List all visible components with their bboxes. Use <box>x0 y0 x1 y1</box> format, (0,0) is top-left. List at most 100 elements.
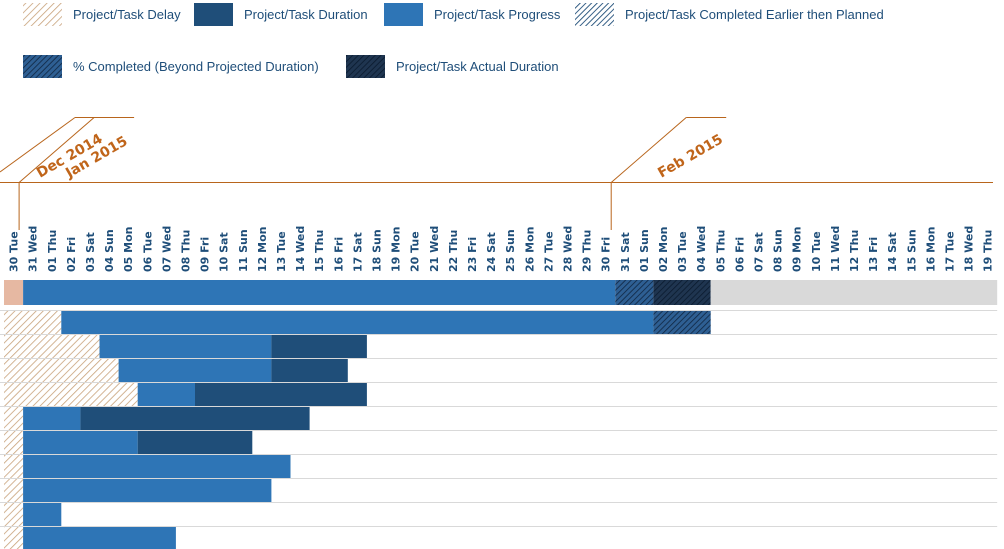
legend: Project/Task Delay Project/Task Duration P… <box>23 3 884 78</box>
day-tick-label: 09 Fri <box>199 237 212 272</box>
day-tick-label: 08 Sun <box>772 229 785 272</box>
day-tick-label: 16 Fri <box>332 237 345 272</box>
summary-bar-progress <box>23 280 616 305</box>
day-tick-label: 06 Fri <box>733 237 746 272</box>
day-tick-label: 11 Sun <box>237 229 250 272</box>
task-bar-delay <box>4 527 24 549</box>
summary-bar-remaining <box>710 280 998 305</box>
day-tick-label: 19 Thu <box>982 230 995 272</box>
day-tick-label: 16 Mon <box>924 227 937 272</box>
task-bar-duration <box>195 383 367 406</box>
day-tick-label: 10 Sat <box>218 232 231 272</box>
day-tick-label: 06 Tue <box>141 231 154 272</box>
day-tick-label: 07 Sat <box>752 232 765 272</box>
day-tick-label: 23 Fri <box>466 237 479 272</box>
task-bar-duration <box>271 335 367 358</box>
legend-label-earlier: Project/Task Completed Earlier then Plan… <box>625 7 884 22</box>
task-bar-progress <box>99 335 272 358</box>
task-bar-delay <box>4 311 62 334</box>
task-bar-progress <box>23 527 176 549</box>
task-bar-progress <box>23 431 138 454</box>
day-tick-label: 30 Fri <box>600 237 613 272</box>
month-divider <box>0 117 76 173</box>
day-tick-label: 05 Thu <box>714 230 727 272</box>
day-tick-label: 21 Wed <box>428 226 441 272</box>
task-bar-delay <box>4 407 24 430</box>
day-tick-label: 14 Sat <box>886 232 899 272</box>
day-tick-label: 25 Sun <box>504 229 517 272</box>
day-tick-label: 14 Wed <box>294 226 307 272</box>
day-tick-label: 18 Wed <box>963 226 976 272</box>
legend-swatch-duration <box>194 3 233 26</box>
task-bar-progress <box>61 311 654 334</box>
task-bar-beyond <box>653 311 711 334</box>
task-bars <box>0 280 998 549</box>
day-tick-label: 03 Tue <box>676 231 689 272</box>
legend-label-delay: Project/Task Delay <box>73 7 181 22</box>
day-tick-label: 22 Thu <box>447 230 460 272</box>
task-bar-progress <box>23 455 291 478</box>
task-bar-duration <box>137 431 253 454</box>
day-tick-label: 01 Sun <box>638 229 651 272</box>
day-tick-label: 04 Wed <box>695 226 708 272</box>
day-axis: 30 Tue 31 Wed 01 Thu 02 Fri 03 Sat 04 Sun 05 M… <box>8 226 995 272</box>
day-tick-label: 10 Tue <box>810 231 823 272</box>
task-bar-delay <box>4 455 24 478</box>
day-tick-label: 09 Mon <box>791 227 804 272</box>
day-tick-label: 31 Wed <box>27 226 40 272</box>
day-tick-label: 15 Sun <box>905 229 918 272</box>
legend-label-actual: Project/Task Actual Duration <box>396 59 559 74</box>
task-bar-delay <box>4 335 100 358</box>
day-tick-label: 05 Mon <box>122 227 135 272</box>
month-divider <box>18 117 95 183</box>
day-tick-label: 01 Thu <box>46 230 59 272</box>
task-bar-progress <box>137 383 195 406</box>
day-tick-label: 13 Fri <box>867 237 880 272</box>
day-tick-label: 02 Fri <box>65 237 78 272</box>
task-bar-delay <box>4 383 138 406</box>
day-tick-label: 17 Tue <box>943 231 956 272</box>
day-tick-label: 04 Sun <box>103 229 116 272</box>
day-tick-label: 12 Mon <box>256 227 269 272</box>
month-label: Feb 2015 <box>655 131 726 181</box>
legend-swatch-progress <box>384 3 423 26</box>
day-tick-label: 20 Tue <box>409 231 422 272</box>
day-tick-label: 24 Sat <box>485 232 498 272</box>
legend-label-duration: Project/Task Duration <box>244 7 368 22</box>
summary-bar-actual <box>653 280 711 305</box>
day-tick-label: 15 Thu <box>313 230 326 272</box>
day-tick-label: 31 Sat <box>619 232 632 272</box>
task-bar-delay <box>4 359 119 382</box>
task-bar-progress <box>23 503 62 526</box>
task-bar-progress <box>23 407 81 430</box>
day-tick-label: 29 Thu <box>581 230 594 272</box>
legend-swatch-earlier <box>575 3 614 26</box>
legend-swatch-actual <box>346 55 385 78</box>
day-tick-label: 08 Thu <box>179 230 192 272</box>
legend-swatch-beyond <box>23 55 62 78</box>
day-tick-label: 27 Tue <box>542 231 555 272</box>
day-tick-label: 07 Wed <box>160 226 173 272</box>
legend-label-beyond: % Completed (Beyond Projected Duration) <box>73 59 319 74</box>
task-bar-delay <box>4 479 24 502</box>
task-bar-progress <box>23 479 272 502</box>
task-bar-duration <box>80 407 310 430</box>
day-tick-label: 03 Sat <box>84 232 97 272</box>
month-divider <box>610 117 687 183</box>
task-bar-delay <box>4 503 24 526</box>
day-tick-label: 28 Wed <box>561 226 574 272</box>
day-tick-label: 30 Tue <box>8 231 21 272</box>
day-tick-label: 12 Thu <box>848 230 861 272</box>
task-bar-delay <box>4 431 24 454</box>
summary-bar-delay <box>4 280 24 305</box>
summary-bar-beyond <box>615 280 654 305</box>
day-tick-label: 26 Mon <box>523 227 536 272</box>
legend-swatch-delay <box>23 3 62 26</box>
day-tick-label: 13 Tue <box>275 231 288 272</box>
day-tick-label: 17 Sat <box>351 232 364 272</box>
task-bar-duration <box>271 359 348 382</box>
day-tick-label: 02 Mon <box>657 227 670 272</box>
legend-label-progress: Project/Task Progress <box>434 7 561 22</box>
